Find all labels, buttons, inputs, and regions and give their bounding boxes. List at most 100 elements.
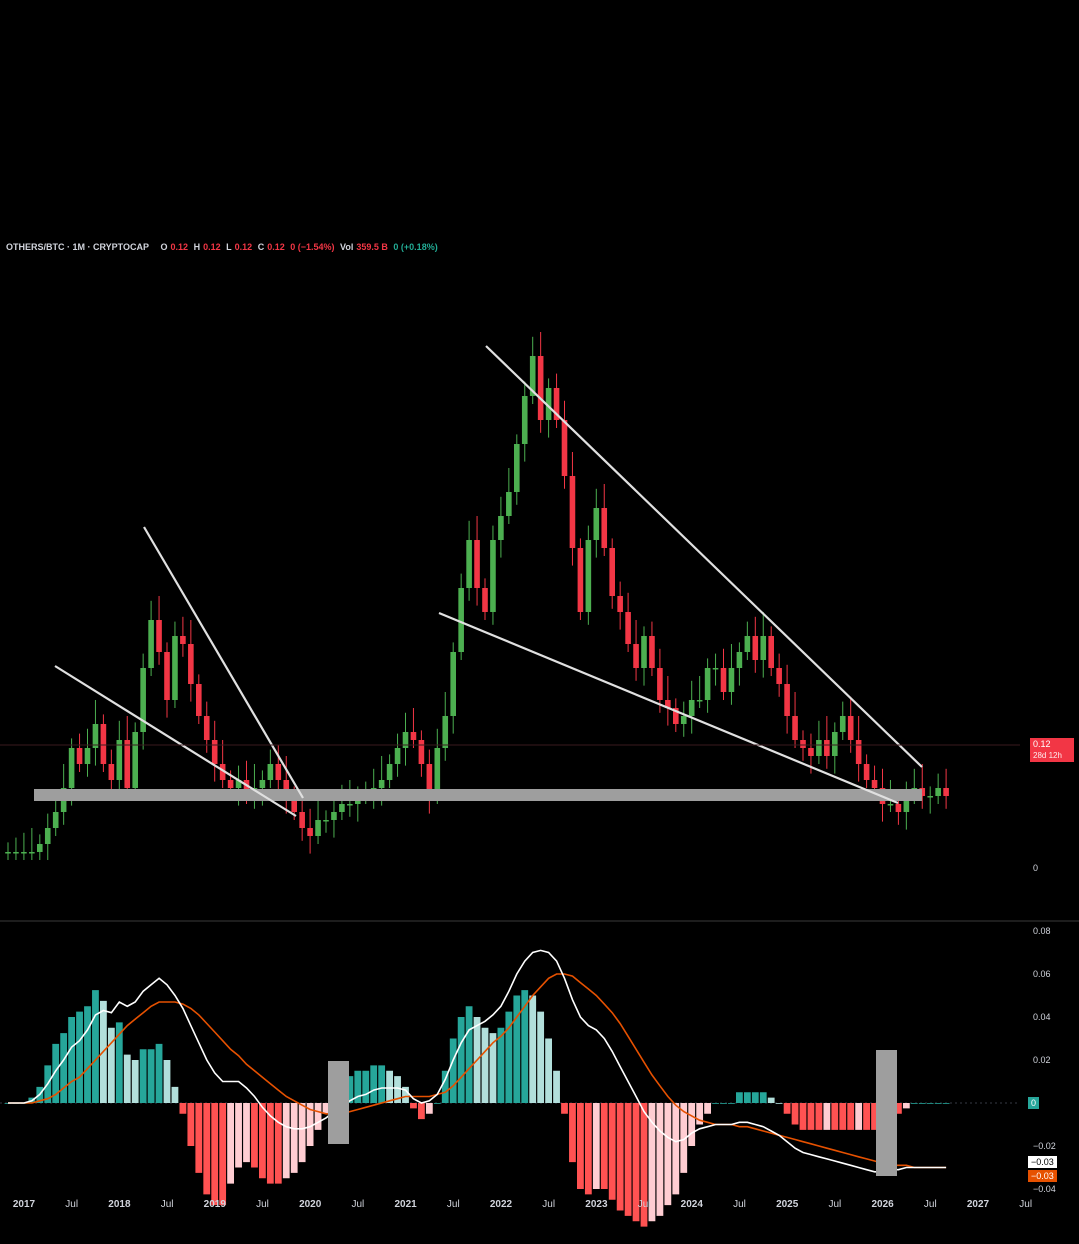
- candle-body[interactable]: [116, 740, 123, 780]
- candle-body[interactable]: [21, 852, 27, 854]
- candle-body[interactable]: [529, 356, 536, 396]
- time-axis[interactable]: 2017 Jul 2018 Jul 2019 Jul 2020 Jul 2021 Jul 2022 J…: [13, 1199, 1032, 1210]
- candle-body[interactable]: [29, 852, 35, 854]
- candle-body[interactable]: [800, 740, 806, 748]
- wedge-2022-upper-trendline[interactable]: [485, 345, 923, 768]
- candle-body[interactable]: [211, 740, 218, 764]
- candle-body[interactable]: [434, 748, 441, 796]
- candle-body[interactable]: [919, 788, 926, 796]
- candle-body[interactable]: [37, 844, 43, 852]
- candle-body[interactable]: [784, 684, 790, 716]
- candle-body[interactable]: [521, 396, 528, 444]
- candle-body[interactable]: [235, 780, 242, 788]
- candle-body[interactable]: [688, 700, 695, 716]
- symbol-name[interactable]: OTHERS/BTC · 1M · CRYPTOCAP: [6, 242, 150, 252]
- support-zone-box[interactable]: [34, 789, 922, 801]
- candle-body[interactable]: [180, 636, 186, 644]
- candle-body[interactable]: [188, 644, 194, 684]
- candle-body[interactable]: [52, 812, 59, 828]
- candle-body[interactable]: [164, 652, 170, 700]
- candle-body[interactable]: [871, 780, 878, 788]
- candle-body[interactable]: [84, 748, 91, 764]
- candle-body[interactable]: [402, 732, 409, 748]
- candle-body[interactable]: [633, 644, 639, 668]
- candle-body[interactable]: [601, 508, 608, 548]
- candle-body[interactable]: [903, 796, 910, 812]
- candle-body[interactable]: [172, 636, 178, 700]
- candle-body[interactable]: [156, 620, 162, 652]
- candle-body[interactable]: [816, 740, 822, 756]
- candle-body[interactable]: [283, 780, 290, 796]
- candle-body[interactable]: [696, 700, 703, 702]
- candle-body[interactable]: [927, 796, 933, 798]
- candle-body[interactable]: [92, 724, 99, 748]
- wedge-2018-upper-trendline[interactable]: [143, 526, 304, 799]
- candle-body[interactable]: [259, 780, 266, 788]
- candle-body[interactable]: [537, 356, 544, 420]
- candle-body[interactable]: [482, 588, 488, 612]
- candle-body[interactable]: [498, 516, 504, 540]
- candle-body[interactable]: [808, 748, 814, 756]
- candle-body[interactable]: [291, 796, 297, 812]
- candle-body[interactable]: [839, 716, 846, 732]
- candle-body[interactable]: [744, 636, 751, 652]
- candle-body[interactable]: [935, 788, 941, 796]
- candle-body[interactable]: [506, 492, 512, 516]
- candle-body[interactable]: [736, 652, 743, 668]
- candle-body[interactable]: [450, 652, 456, 716]
- candle-body[interactable]: [792, 716, 798, 740]
- candle-body[interactable]: [625, 612, 631, 644]
- candle-body[interactable]: [267, 764, 274, 780]
- candle-body[interactable]: [863, 764, 870, 780]
- candle-body[interactable]: [44, 828, 51, 844]
- candle-body[interactable]: [410, 732, 417, 740]
- wedge-2018-lower-trendline[interactable]: [54, 665, 297, 817]
- candle-body[interactable]: [855, 740, 862, 764]
- candle-body[interactable]: [108, 764, 115, 780]
- candle-body[interactable]: [895, 804, 902, 812]
- candle-body[interactable]: [100, 724, 107, 764]
- candle-body[interactable]: [140, 668, 146, 732]
- candle-body[interactable]: [752, 636, 759, 660]
- candle-body[interactable]: [593, 508, 600, 540]
- candle-body[interactable]: [760, 636, 767, 660]
- candle-body[interactable]: [124, 740, 131, 788]
- candle-body[interactable]: [347, 804, 353, 806]
- candle-body[interactable]: [203, 716, 210, 740]
- candle-body[interactable]: [458, 588, 464, 652]
- candle-body[interactable]: [943, 788, 949, 796]
- candle-body[interactable]: [768, 636, 774, 668]
- candle-body[interactable]: [649, 636, 655, 668]
- candle-body[interactable]: [712, 668, 719, 670]
- candle-body[interactable]: [490, 540, 496, 612]
- candle-body[interactable]: [887, 804, 894, 806]
- candle-body[interactable]: [132, 732, 138, 788]
- candle-body[interactable]: [657, 668, 663, 700]
- candle-body[interactable]: [514, 444, 520, 492]
- candle-body[interactable]: [299, 812, 305, 828]
- candle-body[interactable]: [617, 596, 623, 612]
- candle-body[interactable]: [776, 668, 782, 684]
- candle-body[interactable]: [148, 620, 154, 668]
- candle-body[interactable]: [315, 820, 321, 836]
- candle-body[interactable]: [68, 748, 75, 788]
- candle-body[interactable]: [553, 388, 560, 420]
- candle-body[interactable]: [442, 716, 449, 748]
- candle-body[interactable]: [76, 748, 83, 764]
- candle-body[interactable]: [665, 700, 671, 708]
- wedge-2022-lower-trendline[interactable]: [438, 611, 899, 805]
- candle-body[interactable]: [323, 820, 329, 822]
- candle-body[interactable]: [728, 668, 735, 692]
- candle-body[interactable]: [275, 764, 282, 780]
- candle-body[interactable]: [720, 668, 727, 692]
- candle-body[interactable]: [585, 540, 592, 612]
- candle-body[interactable]: [474, 540, 480, 588]
- candle-body[interactable]: [673, 708, 679, 724]
- candle-body[interactable]: [832, 732, 838, 756]
- candle-body[interactable]: [227, 780, 234, 788]
- candle-body[interactable]: [680, 716, 687, 724]
- candle-body[interactable]: [609, 548, 615, 596]
- candle-body[interactable]: [545, 388, 552, 420]
- candle-body[interactable]: [219, 764, 226, 780]
